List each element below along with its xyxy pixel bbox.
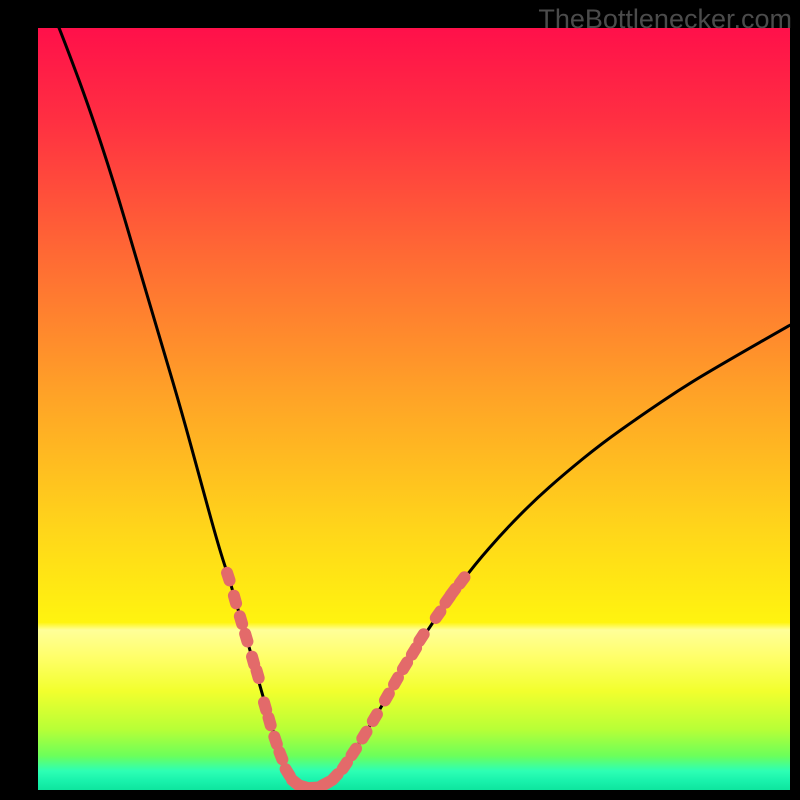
plot-area [38,28,790,790]
marker-capsule [365,706,386,729]
marker-capsule [232,609,249,632]
chart-svg [38,28,790,790]
marker-capsule [227,588,244,611]
marker-capsule [219,565,237,588]
curve-path [53,28,790,787]
watermark-text: TheBottlenecker.com [538,4,792,35]
markers-group [219,565,472,790]
marker-capsule [238,626,255,649]
